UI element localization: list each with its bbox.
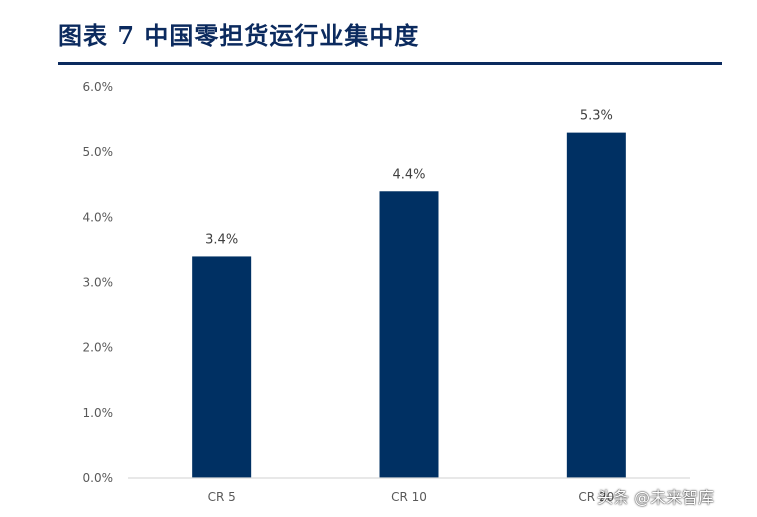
x-tick-label: CR 20 [578,490,614,504]
bar [566,132,626,478]
y-tick-label: 2.0% [83,341,114,355]
title-underline [58,62,722,65]
y-tick-label: 4.0% [83,210,114,224]
x-tick-label: CR 5 [208,490,236,504]
watermark: 头条 @未来智库 [597,488,715,507]
data-label: 5.3% [580,109,613,124]
y-tick-label: 6.0% [83,80,114,94]
bar [192,256,252,478]
data-label: 4.4% [392,167,425,182]
data-label: 3.4% [205,232,238,247]
y-tick-label: 0.0% [83,471,114,485]
bars: 3.4% 4.4% 5.3% [192,109,626,478]
y-tick-label: 3.0% [83,276,114,290]
y-tick-label: 1.0% [83,406,114,420]
y-tick-label: 5.0% [83,145,114,159]
bar [379,191,439,478]
figure-title: 图表 7 中国零担货运行业集中度 [58,21,420,50]
x-axis: CR 5 CR 10 CR 20 [128,477,690,504]
y-axis: 0.0% 1.0% 2.0% 3.0% 4.0% 5.0% 6.0% [83,80,114,485]
x-tick-label: CR 10 [391,490,427,504]
